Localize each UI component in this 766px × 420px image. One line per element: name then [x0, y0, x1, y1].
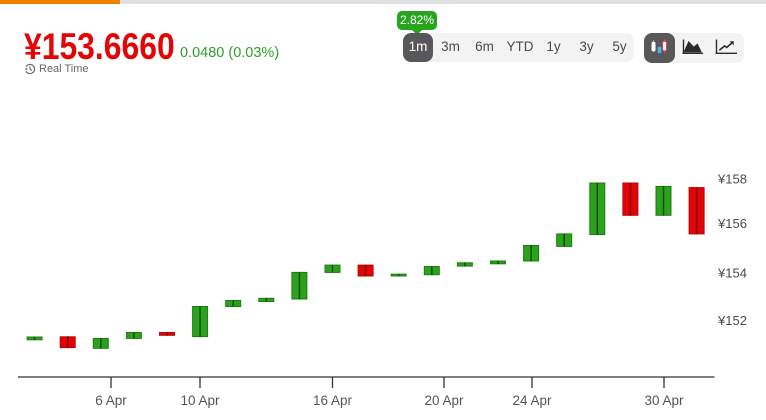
svg-text:6 Apr: 6 Apr [95, 393, 127, 408]
svg-text:¥154: ¥154 [717, 266, 747, 281]
svg-text:30 Apr: 30 Apr [644, 393, 684, 408]
svg-text:¥158: ¥158 [717, 172, 747, 187]
svg-text:¥152: ¥152 [717, 313, 747, 328]
svg-text:16 Apr: 16 Apr [313, 393, 353, 408]
svg-text:24 Apr: 24 Apr [512, 393, 552, 408]
svg-text:¥156: ¥156 [717, 216, 747, 231]
svg-text:20 Apr: 20 Apr [424, 393, 464, 408]
svg-text:10 Apr: 10 Apr [180, 393, 220, 408]
